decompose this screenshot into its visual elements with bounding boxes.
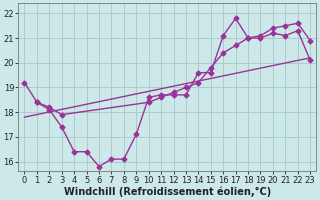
X-axis label: Windchill (Refroidissement éolien,°C): Windchill (Refroidissement éolien,°C) (64, 186, 271, 197)
